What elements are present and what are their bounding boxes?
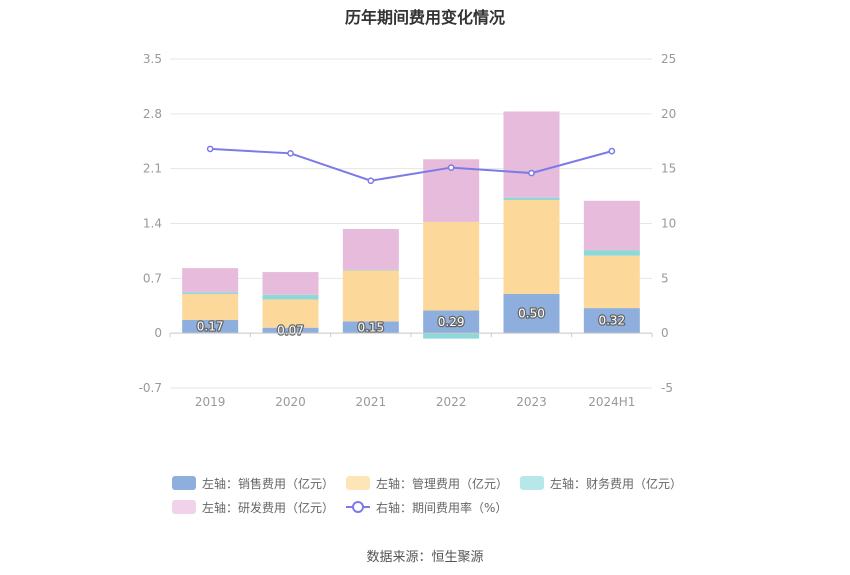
bar-segment	[182, 292, 239, 294]
legend-swatch	[346, 476, 370, 490]
data-labels: 0.17 0.07 0.15 0.29 0.50 0.32	[196, 305, 627, 338]
legend-label: 左轴：财务费用（亿元）	[550, 476, 683, 491]
bar-segment	[262, 272, 319, 295]
y-left-tick-label: 2.8	[143, 107, 162, 121]
bar-segment	[583, 308, 640, 334]
expense-rate-point	[367, 177, 375, 185]
bar-segment	[583, 200, 640, 251]
legend-item-sales[interactable]: 左轴：销售费用（亿元）	[172, 475, 346, 492]
grid-lines	[170, 58, 652, 389]
y-right-tick-label: 20	[661, 107, 676, 121]
axes: 3.5 25 2.8 20 2.1 15 1.4 10 0.7 5 0 0 -0.7 -5 2019 2020…	[139, 52, 677, 409]
data-label: 0.17	[197, 320, 224, 334]
bar-segment	[503, 111, 560, 198]
data-label: 0.50	[518, 307, 545, 321]
x-tick-label: 2024H1	[588, 395, 635, 409]
bar-segment	[423, 221, 480, 311]
y-left-tick-label: -0.7	[139, 381, 162, 395]
data-label: 0.32	[598, 314, 625, 328]
legend-row: 左轴：销售费用（亿元） 左轴：管理费用（亿元） 左轴：财务费用（亿元）	[172, 472, 732, 494]
legend-item-finance[interactable]: 左轴：财务费用（亿元）	[520, 475, 694, 492]
legend-item-rnd[interactable]: 左轴：研发费用（亿元）	[172, 499, 346, 516]
y-right-tick-label: 15	[661, 162, 676, 176]
chart-plot: 0.17 0.07 0.15 0.29 0.50 0.32 3.5 25 2.8 20 2.1 15…	[139, 52, 677, 409]
y-right-tick-label: 0	[661, 326, 669, 340]
y-right-tick-label: 10	[661, 217, 676, 231]
legend-swatch	[172, 476, 196, 490]
bar-segment	[182, 268, 239, 293]
source-note: 数据来源：恒生聚源	[366, 550, 484, 565]
x-tick-label: 2019	[195, 395, 226, 409]
y-left-tick-label: 0.7	[143, 271, 162, 285]
bar-segment	[342, 228, 399, 270]
data-label: 0.07	[277, 323, 304, 337]
legend-swatch	[520, 476, 544, 490]
legend-item-expense-rate[interactable]: 右轴：期间费用率（%）	[346, 499, 520, 516]
y-left-tick-label: 1.4	[143, 217, 162, 231]
bar-segment	[423, 310, 480, 334]
bar-segment	[342, 321, 399, 334]
legend-row: 左轴：研发费用（亿元） 右轴：期间费用率（%）	[172, 496, 732, 518]
expense-rate-point	[528, 169, 535, 177]
legend-label: 右轴：期间费用率（%）	[376, 500, 508, 515]
legend-item-admin[interactable]: 左轴：管理费用（亿元）	[346, 475, 520, 492]
legend-line-marker-icon	[346, 500, 370, 514]
data-label: 0.15	[357, 320, 384, 334]
y-left-tick-label: 0	[154, 326, 162, 340]
bar-segment	[423, 333, 480, 339]
bar-segment	[262, 299, 319, 328]
bar-segment	[342, 269, 399, 271]
legend-label: 左轴：销售费用（亿元）	[202, 476, 335, 491]
bar-segment	[503, 200, 560, 294]
y-right-tick-label: 5	[661, 271, 669, 285]
x-tick-label: 2021	[356, 395, 387, 409]
legend: 左轴：销售费用（亿元） 左轴：管理费用（亿元） 左轴：财务费用（亿元） 左轴：研…	[172, 472, 732, 520]
bar-segment	[503, 294, 560, 334]
line-series	[206, 145, 616, 185]
data-label: 0.29	[438, 315, 465, 329]
y-right-tick-label: 25	[661, 52, 676, 66]
expense-rate-point	[447, 164, 455, 171]
bar-segment	[583, 255, 640, 309]
legend-label: 左轴：管理费用（亿元）	[376, 476, 509, 491]
y-left-tick-label: 2.1	[143, 162, 162, 176]
legend-swatch	[172, 500, 196, 514]
bar-segment	[262, 327, 319, 334]
bar-segment	[342, 270, 399, 322]
bar-segment	[262, 294, 319, 300]
expense-rate-line	[210, 147, 613, 182]
bar-segment	[583, 250, 640, 256]
bar-segment	[503, 197, 560, 200]
bar-segment	[182, 294, 239, 320]
x-tick-label: 2023	[516, 395, 547, 409]
y-left-tick-label: 3.5	[143, 52, 162, 66]
expense-rate-point	[608, 147, 616, 155]
expense-rate-point	[206, 145, 214, 153]
x-tick-label: 2022	[436, 395, 467, 409]
x-tick-label: 2020	[275, 395, 306, 409]
chart-title: 历年期间费用变化情况	[344, 8, 505, 27]
y-right-tick-label: -5	[661, 381, 673, 395]
bar-segment	[182, 319, 239, 334]
bar-series	[182, 111, 640, 339]
expense-rate-point	[287, 149, 294, 157]
legend-label: 左轴：研发费用（亿元）	[202, 500, 335, 515]
